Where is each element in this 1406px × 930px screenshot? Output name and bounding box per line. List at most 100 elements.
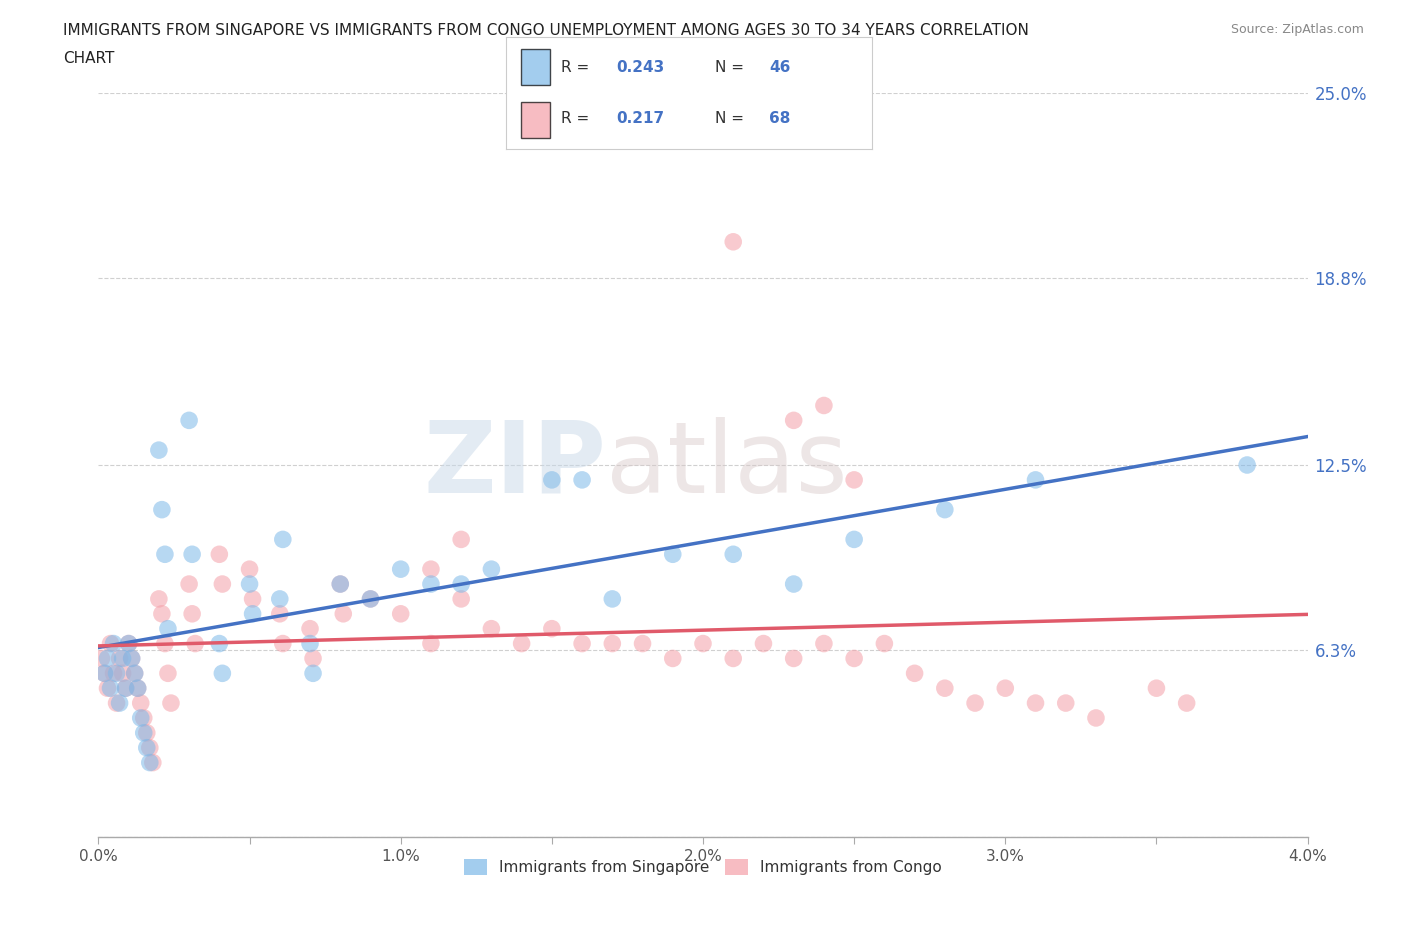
Point — [127, 681, 149, 696]
Text: 46: 46 — [769, 60, 790, 74]
Point — [723, 651, 745, 666]
Text: 68: 68 — [769, 112, 790, 126]
Point — [153, 636, 176, 651]
Point — [360, 591, 382, 606]
Point — [208, 547, 231, 562]
Point — [118, 636, 141, 651]
Point — [450, 532, 472, 547]
Point — [139, 740, 162, 755]
Point — [148, 591, 170, 606]
Point — [111, 666, 134, 681]
Point — [271, 532, 294, 547]
Point — [904, 666, 927, 681]
Point — [103, 636, 125, 651]
Point — [420, 562, 443, 577]
Point — [389, 562, 412, 577]
Point — [103, 666, 125, 681]
Point — [510, 636, 533, 651]
Point — [269, 591, 291, 606]
Text: 0.217: 0.217 — [616, 112, 664, 126]
Point — [121, 651, 143, 666]
Text: R =: R = — [561, 112, 595, 126]
Legend: Immigrants from Singapore, Immigrants from Congo: Immigrants from Singapore, Immigrants fr… — [458, 853, 948, 882]
Point — [844, 532, 866, 547]
Point — [96, 681, 118, 696]
Point — [211, 577, 233, 591]
Point — [661, 547, 683, 562]
Point — [93, 666, 115, 681]
Point — [602, 636, 624, 651]
Point — [160, 696, 183, 711]
Point — [813, 636, 835, 651]
FancyBboxPatch shape — [520, 49, 550, 86]
Point — [105, 666, 128, 681]
Point — [179, 413, 201, 428]
Point — [242, 591, 264, 606]
Point — [121, 651, 143, 666]
Point — [783, 651, 806, 666]
Point — [139, 755, 162, 770]
Point — [90, 651, 112, 666]
Point — [329, 577, 352, 591]
Point — [1236, 458, 1258, 472]
Point — [135, 740, 157, 755]
Point — [156, 666, 179, 681]
Point — [181, 606, 204, 621]
Point — [752, 636, 775, 651]
Point — [93, 666, 115, 681]
Point — [129, 696, 152, 711]
Point — [150, 502, 173, 517]
Point — [450, 591, 472, 606]
Point — [329, 577, 352, 591]
Point — [114, 681, 136, 696]
Point — [135, 725, 157, 740]
Text: ZIP: ZIP — [423, 417, 606, 513]
Point — [965, 696, 987, 711]
Point — [150, 606, 173, 621]
Point — [96, 651, 118, 666]
Point — [129, 711, 152, 725]
Point — [571, 472, 593, 487]
Point — [108, 696, 131, 711]
Point — [153, 547, 176, 562]
Text: N =: N = — [714, 60, 748, 74]
Point — [302, 666, 325, 681]
Point — [299, 621, 322, 636]
Point — [1085, 711, 1108, 725]
Point — [269, 606, 291, 621]
Point — [114, 681, 136, 696]
Point — [1146, 681, 1168, 696]
Point — [118, 636, 141, 651]
Point — [108, 651, 131, 666]
Point — [124, 666, 146, 681]
Text: atlas: atlas — [606, 417, 848, 513]
Text: 0.243: 0.243 — [616, 60, 664, 74]
Point — [661, 651, 683, 666]
Point — [540, 472, 562, 487]
Text: IMMIGRANTS FROM SINGAPORE VS IMMIGRANTS FROM CONGO UNEMPLOYMENT AMONG AGES 30 TO: IMMIGRANTS FROM SINGAPORE VS IMMIGRANTS … — [63, 23, 1029, 38]
Point — [271, 636, 294, 651]
Point — [360, 591, 382, 606]
Point — [211, 666, 233, 681]
Point — [571, 636, 593, 651]
Point — [208, 636, 231, 651]
Point — [332, 606, 354, 621]
Point — [481, 621, 503, 636]
Point — [302, 651, 325, 666]
Point — [844, 472, 866, 487]
Point — [783, 577, 806, 591]
Point — [602, 591, 624, 606]
Text: CHART: CHART — [63, 51, 115, 66]
Point — [127, 681, 149, 696]
Point — [389, 606, 412, 621]
Point — [124, 666, 146, 681]
Point — [184, 636, 207, 651]
Point — [148, 443, 170, 458]
Point — [723, 547, 745, 562]
Point — [540, 621, 562, 636]
Point — [1025, 696, 1047, 711]
Point — [111, 651, 134, 666]
Point — [299, 636, 322, 651]
Point — [813, 398, 835, 413]
Point — [844, 651, 866, 666]
